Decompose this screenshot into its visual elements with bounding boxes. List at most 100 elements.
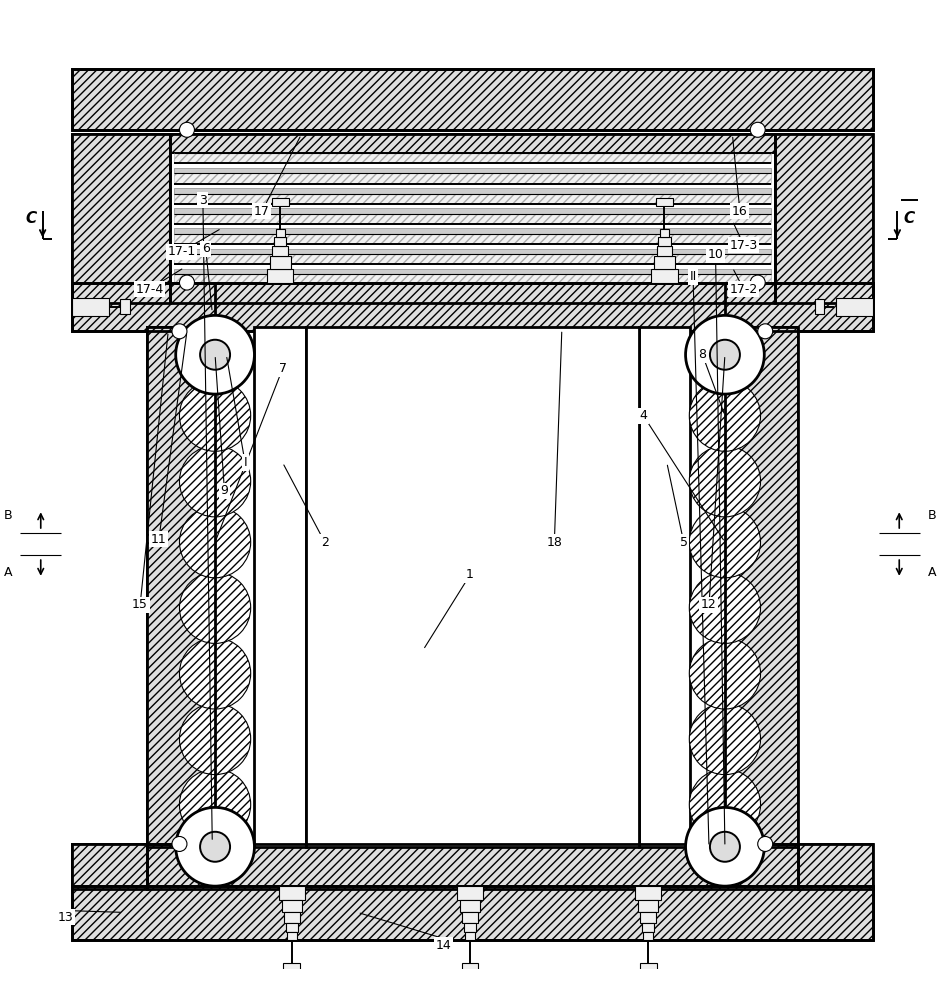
Circle shape (689, 572, 760, 643)
Text: 13: 13 (57, 911, 73, 924)
Bar (457, 886, 483, 900)
Text: 3: 3 (199, 194, 207, 207)
Bar (71, 69, 873, 130)
Bar (170, 134, 775, 303)
Bar (174, 173, 771, 184)
Bar (284, 963, 301, 970)
Text: 10: 10 (708, 248, 724, 261)
Bar (465, 932, 475, 940)
Bar (460, 900, 480, 912)
Text: 17-2: 17-2 (729, 283, 758, 296)
Text: 1: 1 (466, 568, 474, 581)
Bar (462, 912, 478, 923)
Circle shape (689, 380, 760, 451)
Circle shape (180, 446, 251, 517)
Circle shape (685, 315, 764, 394)
Bar (288, 932, 297, 940)
Bar (464, 923, 476, 932)
Bar (775, 134, 873, 303)
Circle shape (689, 638, 760, 709)
Circle shape (180, 275, 195, 290)
Circle shape (180, 380, 251, 451)
Bar (775, 134, 873, 303)
Circle shape (180, 703, 251, 775)
Text: 17-1: 17-1 (167, 245, 196, 258)
Text: 8: 8 (698, 348, 707, 361)
Circle shape (180, 638, 251, 709)
Bar (71, 886, 873, 940)
Bar (306, 327, 638, 847)
Text: 6: 6 (202, 242, 210, 255)
Bar (637, 900, 658, 912)
Bar (732, 327, 798, 847)
Bar (174, 153, 771, 163)
Text: A: A (928, 566, 936, 579)
Bar (71, 886, 873, 940)
Text: C: C (903, 211, 915, 226)
Bar (147, 844, 798, 889)
Circle shape (685, 807, 764, 886)
Text: B: B (928, 509, 936, 522)
Circle shape (689, 507, 760, 578)
Bar (71, 283, 873, 331)
Circle shape (758, 836, 773, 851)
Text: 18: 18 (546, 536, 562, 549)
Bar (638, 327, 690, 847)
Text: C: C (25, 211, 37, 226)
Circle shape (750, 122, 765, 137)
Circle shape (689, 769, 760, 840)
Bar (656, 246, 672, 256)
Bar (642, 923, 654, 932)
Bar (272, 198, 289, 206)
Circle shape (180, 122, 195, 137)
Bar (174, 228, 771, 234)
Text: 11: 11 (151, 533, 166, 546)
Circle shape (750, 275, 765, 290)
Bar (660, 229, 669, 237)
Bar (147, 327, 212, 847)
Text: 17-4: 17-4 (135, 283, 164, 296)
Circle shape (689, 703, 760, 775)
Bar (170, 284, 775, 303)
Text: II: II (689, 270, 697, 283)
Circle shape (176, 315, 255, 394)
Bar (71, 298, 109, 316)
Text: 5: 5 (680, 536, 688, 549)
Circle shape (758, 324, 773, 339)
Bar (284, 912, 300, 923)
Bar (274, 237, 287, 246)
Bar (275, 229, 285, 237)
Text: 4: 4 (639, 409, 648, 422)
Text: A: A (4, 566, 12, 579)
Text: 2: 2 (321, 536, 329, 549)
Bar (279, 886, 306, 900)
Bar (174, 188, 771, 194)
Bar (71, 134, 170, 303)
Bar (658, 237, 670, 246)
Bar (71, 69, 873, 130)
Bar (651, 269, 678, 283)
Bar (836, 298, 873, 316)
Bar (71, 844, 147, 889)
Text: 14: 14 (436, 939, 451, 952)
Bar (71, 134, 170, 303)
Circle shape (180, 507, 251, 578)
Circle shape (200, 340, 230, 370)
Circle shape (689, 446, 760, 517)
Bar (267, 269, 293, 283)
Bar (71, 283, 873, 331)
Bar (815, 299, 824, 314)
Circle shape (172, 836, 187, 851)
Text: 17-3: 17-3 (729, 239, 758, 252)
Circle shape (180, 572, 251, 643)
Bar (282, 900, 303, 912)
Bar (654, 256, 675, 269)
Bar (798, 844, 873, 889)
Bar (174, 269, 771, 274)
Bar (174, 274, 771, 284)
Text: B: B (4, 509, 12, 522)
Bar (798, 844, 873, 889)
Bar (643, 932, 652, 940)
Text: 15: 15 (133, 598, 148, 611)
Text: 9: 9 (221, 484, 228, 497)
